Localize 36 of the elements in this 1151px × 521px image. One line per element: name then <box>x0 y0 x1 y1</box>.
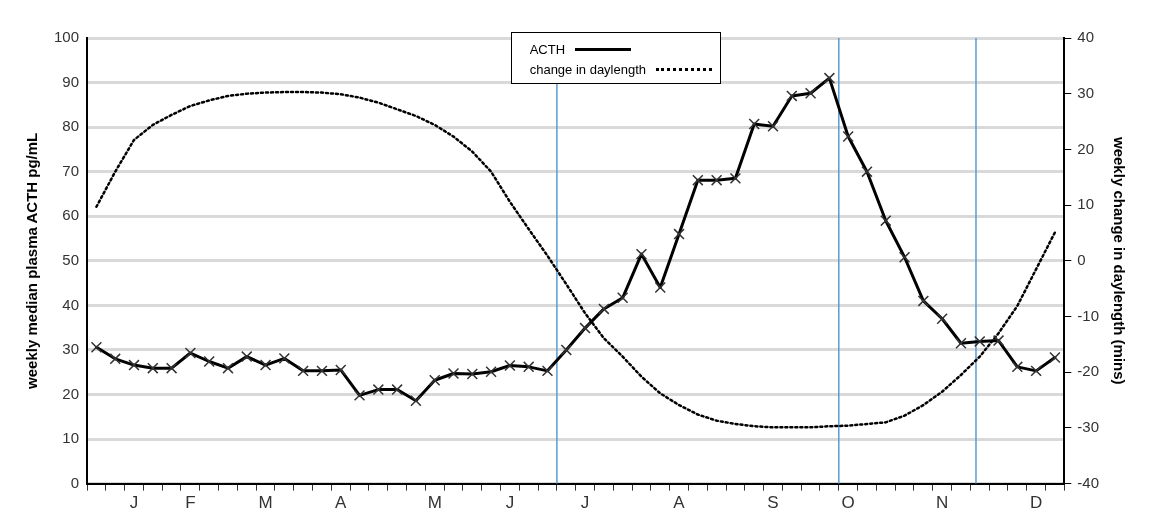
x-tick-label: J <box>580 493 590 513</box>
y2-tick-label: -30 <box>1077 418 1100 436</box>
x-tick-label: F <box>185 493 196 513</box>
x-tick-label: M <box>258 493 273 513</box>
x-tick-label: M <box>427 493 442 513</box>
y-tick-label: 100 <box>54 28 80 46</box>
x-tick-label: J <box>505 493 515 513</box>
y-tick-label: 30 <box>62 340 80 358</box>
y-tick-label: 70 <box>62 161 80 179</box>
legend-label: ACTH <box>529 41 566 57</box>
x-tick-label: A <box>335 493 348 513</box>
y-axis-title: weekly median plasma ACTH pg/mL <box>23 132 41 390</box>
y2-tick-label: -20 <box>1077 362 1100 380</box>
x-tick-label: O <box>841 493 855 513</box>
y-tick-label: 20 <box>62 384 80 402</box>
x-tick-label: J <box>129 493 139 513</box>
y2-tick-label: -10 <box>1077 306 1100 324</box>
x-tick-label: A <box>673 493 686 513</box>
y-tick-label: 80 <box>62 117 80 135</box>
y-tick-label: 60 <box>62 206 80 224</box>
y-tick-label: 50 <box>62 250 80 268</box>
y-tick-label: 40 <box>62 295 80 313</box>
legend-label: change in daylength <box>529 61 647 77</box>
y2-tick-label: 40 <box>1077 28 1095 46</box>
x-tick-label: S <box>767 493 779 513</box>
x-tick-label: D <box>1029 493 1043 513</box>
y2-tick-label: -40 <box>1077 473 1100 491</box>
y-tick-label: 0 <box>70 473 80 491</box>
y-tick-label: 10 <box>62 429 80 447</box>
y-tick-label: 90 <box>62 72 80 90</box>
x-tick-label: N <box>936 493 949 513</box>
y2-tick-label: 20 <box>1077 139 1095 157</box>
y2-axis-title: weekly change in daylength (mins) <box>1110 136 1128 385</box>
y2-tick-label: 10 <box>1077 195 1095 213</box>
y2-tick-label: 0 <box>1077 250 1086 268</box>
y2-tick-label: 30 <box>1077 83 1095 101</box>
